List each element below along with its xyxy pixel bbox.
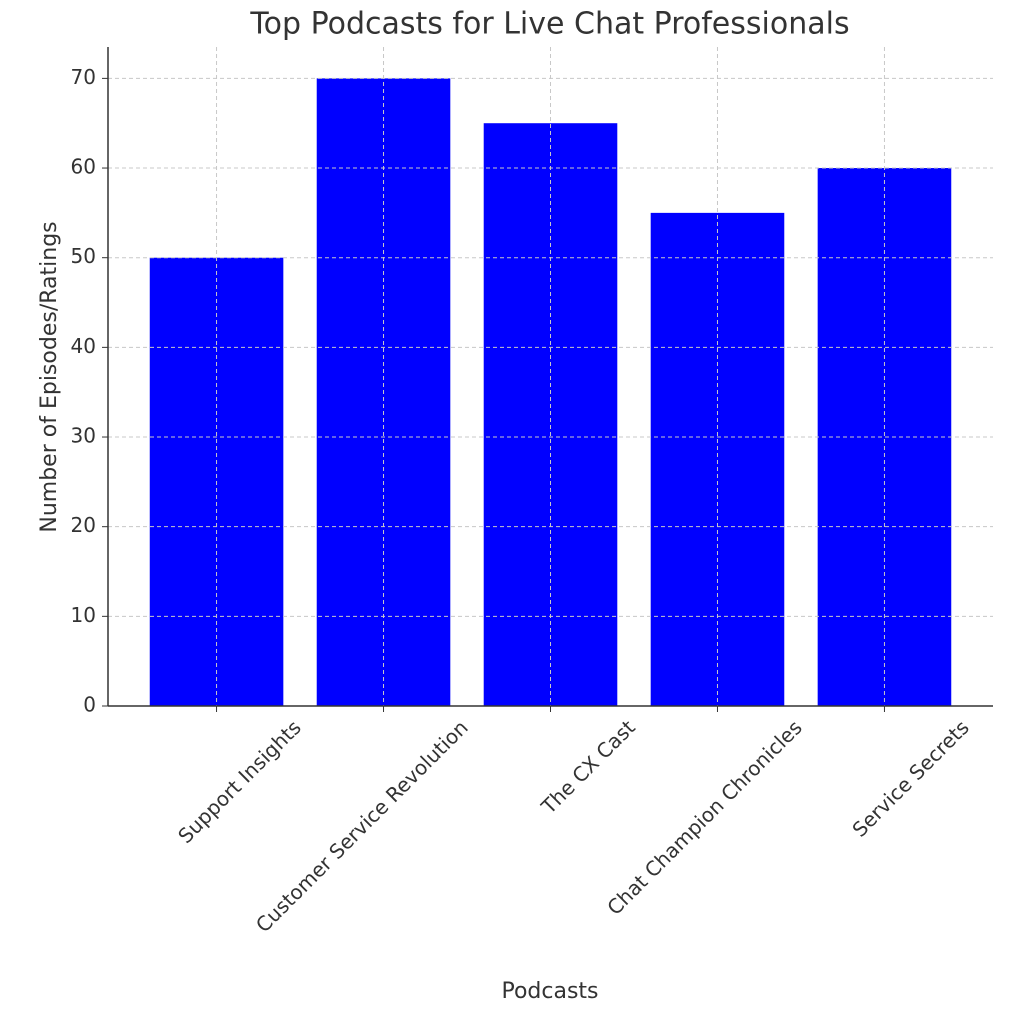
x-tick-label: Service Secrets [847, 715, 973, 841]
y-tick-label: 50 [71, 244, 96, 268]
y-tick-label: 10 [71, 603, 96, 627]
y-tick-label: 30 [71, 424, 96, 448]
y-tick-label: 0 [83, 693, 96, 717]
y-tick-label: 60 [71, 155, 96, 179]
y-tick-label: 40 [71, 334, 96, 358]
grid [108, 47, 993, 707]
x-axis-label: Podcasts [501, 979, 598, 1004]
y-axis-label: Number of Episodes/Ratings [37, 221, 62, 532]
chart-title: Top Podcasts for Live Chat Professionals [249, 7, 849, 42]
y-tick-label: 20 [71, 513, 96, 537]
x-tick-label: Chat Champion Chronicles [602, 715, 806, 919]
x-tick-label: Support Insights [173, 715, 306, 848]
y-tick-label: 70 [71, 65, 96, 89]
x-tick-label: The CX Cast [536, 715, 640, 819]
